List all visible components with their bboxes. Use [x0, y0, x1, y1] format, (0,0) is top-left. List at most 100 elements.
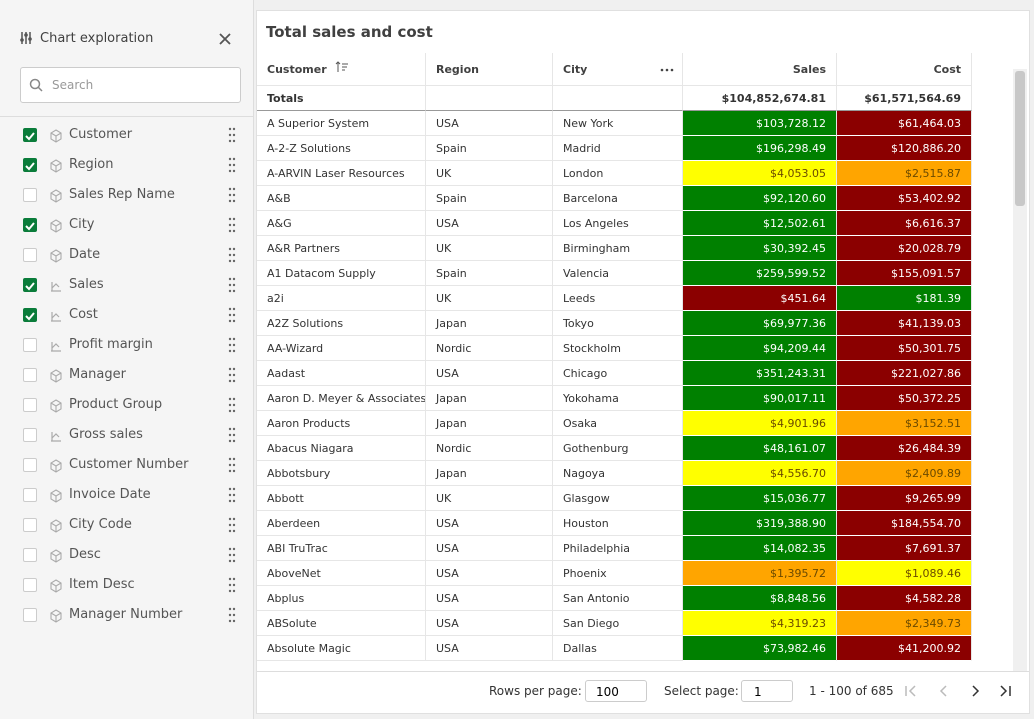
divider [0, 116, 253, 117]
checkbox[interactable] [23, 608, 37, 622]
text-cell: ABSolute [257, 611, 426, 636]
value-cell: $50,372.25 [837, 386, 972, 411]
column-header: City [553, 53, 683, 86]
text-cell: A Superior System [257, 111, 426, 136]
measure-icon [49, 278, 63, 292]
checkbox[interactable] [23, 248, 37, 262]
text-cell: Nordic [426, 436, 553, 461]
checkbox[interactable] [23, 338, 37, 352]
checkbox[interactable] [23, 488, 37, 502]
drag-handle [228, 456, 236, 474]
text-cell: ABI TruTrac [257, 536, 426, 561]
text-cell: Los Angeles [553, 211, 683, 236]
scroll-thumb[interactable] [1015, 71, 1025, 206]
checkbox[interactable] [23, 548, 37, 562]
field-label: Product Group [69, 397, 163, 412]
page-select[interactable]: 1 [741, 680, 793, 702]
value-cell: $15,036.77 [683, 486, 837, 511]
handle-dots [228, 397, 236, 413]
dimension-glyph [50, 579, 62, 593]
page-navigation[interactable] [902, 683, 1017, 699]
handle-dots [228, 217, 236, 233]
value-cell: $351,243.31 [683, 361, 837, 386]
checkbox[interactable] [23, 128, 37, 142]
checkbox[interactable] [23, 158, 37, 172]
measure-glyph [51, 342, 61, 352]
settings-icon [20, 32, 32, 44]
value-cell: $9,265.99 [837, 486, 972, 511]
text-cell: A-ARVIN Laser Resources [257, 161, 426, 186]
checkbox[interactable] [23, 518, 37, 532]
text-cell: A&B [257, 186, 426, 211]
dimension-icon [49, 158, 63, 173]
text-cell: Spain [426, 136, 553, 161]
text-cell: Aberdeen [257, 511, 426, 536]
dimension-icon [49, 188, 63, 203]
search-box[interactable]: Search [20, 67, 241, 103]
value-cell: $451.64 [683, 286, 837, 311]
value-cell: $53,402.92 [837, 186, 972, 211]
text-cell: Glasgow [553, 486, 683, 511]
field-label: City [69, 217, 95, 232]
handle-dots [228, 157, 236, 173]
checkbox[interactable] [23, 458, 37, 472]
value-cell: $184,554.70 [837, 511, 972, 536]
value-cell: $4,901.96 [683, 411, 837, 436]
checkbox[interactable] [23, 308, 37, 322]
field-label: Sales Rep Name [69, 187, 175, 202]
text-cell: USA [426, 211, 553, 236]
close-button[interactable] [218, 32, 232, 46]
checkbox[interactable] [23, 578, 37, 592]
handle-dots [228, 547, 236, 563]
divider [257, 671, 1029, 672]
checkbox[interactable] [23, 428, 37, 442]
rows-per-page-select[interactable]: 100 [585, 680, 647, 702]
check [25, 222, 35, 231]
checkbox[interactable] [23, 218, 37, 232]
text-cell: AA-Wizard [257, 336, 426, 361]
drag-handle [228, 396, 236, 414]
value-cell: $319,388.90 [683, 511, 837, 536]
handle-dots [228, 487, 236, 503]
measure-glyph [51, 282, 61, 292]
handle-dots [228, 607, 236, 623]
dimension-icon [49, 548, 63, 563]
checkbox[interactable] [23, 278, 37, 292]
page-value: 1 [754, 685, 762, 699]
field-label: Region [69, 157, 114, 172]
text-cell: A1 Datacom Supply [257, 261, 426, 286]
value-cell: $26,484.39 [837, 436, 972, 461]
column-header: Sales [683, 53, 837, 86]
column-header-text: City [563, 63, 588, 76]
handle-dots [228, 367, 236, 383]
measure-icon [49, 308, 63, 322]
text-cell: Spain [426, 186, 553, 211]
value-cell: $14,082.35 [683, 536, 837, 561]
checkbox[interactable] [23, 188, 37, 202]
value-cell: $1,395.72 [683, 561, 837, 586]
text-cell: A&R Partners [257, 236, 426, 261]
text-cell: Dallas [553, 636, 683, 661]
scrollbar[interactable] [1013, 69, 1027, 671]
text-cell: Abbotsbury [257, 461, 426, 486]
text-cell: USA [426, 611, 553, 636]
measure-glyph [51, 432, 61, 442]
text-cell: Aaron Products [257, 411, 426, 436]
dimension-icon [49, 368, 63, 383]
rows-per-page-value: 100 [596, 685, 619, 699]
column-menu[interactable] [660, 68, 674, 72]
text-cell: USA [426, 111, 553, 136]
field-label: Cost [69, 307, 98, 322]
checkbox[interactable] [23, 398, 37, 412]
field-label: Sales [69, 277, 104, 292]
handle-dots [228, 277, 236, 293]
checkbox[interactable] [23, 368, 37, 382]
dimension-icon [49, 128, 63, 143]
measure-icon [49, 338, 63, 352]
value-cell: $7,691.37 [837, 536, 972, 561]
column-header-text: Region [436, 63, 479, 76]
sort-icon[interactable] [335, 61, 349, 73]
drag-handle [228, 306, 236, 324]
search-placeholder: Search [52, 78, 94, 92]
